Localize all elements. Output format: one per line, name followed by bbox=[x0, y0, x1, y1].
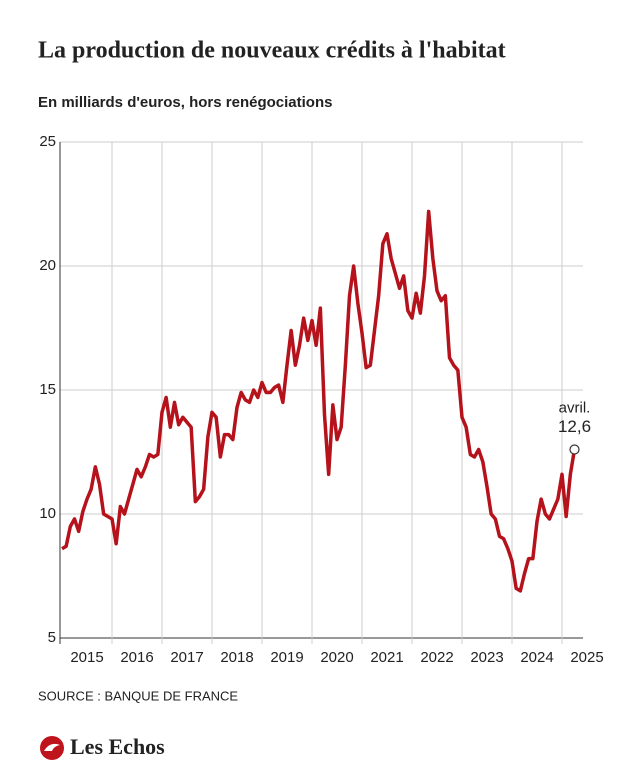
x-tick-label: 2024 bbox=[520, 649, 553, 666]
x-tick-label: 2015 bbox=[70, 649, 103, 666]
x-tick-label: 2023 bbox=[470, 649, 503, 666]
chart-subtitle: En milliards d'euros, hors renégociation… bbox=[38, 94, 332, 111]
brand-logo: Les Echos bbox=[40, 734, 165, 760]
x-tick-label: 2025 bbox=[570, 649, 603, 666]
chart-title: La production de nouveaux crédits à l'ha… bbox=[38, 38, 506, 64]
y-tick-label: 25 bbox=[39, 133, 56, 150]
x-tick-label: 2019 bbox=[270, 649, 303, 666]
annotation: avril. bbox=[559, 399, 591, 416]
x-tick-label: 2020 bbox=[320, 649, 353, 666]
x-tick-label: 2018 bbox=[220, 649, 253, 666]
brand: Les Echos bbox=[70, 734, 165, 759]
source: SOURCE : BANQUE DE FRANCE bbox=[38, 688, 238, 703]
y-tick-label: 15 bbox=[39, 381, 56, 398]
x-tick-label: 2016 bbox=[120, 649, 153, 666]
line bbox=[61, 209, 577, 593]
y-tick-label: 10 bbox=[39, 505, 56, 522]
y-tick-label: 5 bbox=[48, 629, 56, 646]
y-tick-label: 20 bbox=[39, 257, 56, 274]
value-label: 12,6 bbox=[558, 417, 591, 436]
end-marker bbox=[569, 444, 580, 455]
x-tick-label: 2017 bbox=[170, 649, 203, 666]
x-tick-label: 2021 bbox=[370, 649, 403, 666]
x-tick-label: 2022 bbox=[420, 649, 453, 666]
